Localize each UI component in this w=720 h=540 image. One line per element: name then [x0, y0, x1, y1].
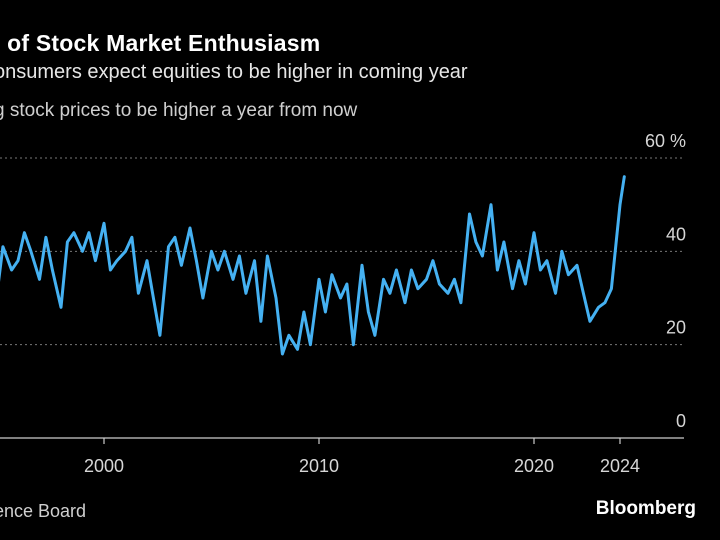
- y-tick-labels: 60 % 40 20 0: [645, 131, 686, 431]
- x-axis: [0, 437, 684, 444]
- y-tick-label: 60 %: [645, 131, 686, 151]
- x-tick-label: 2020: [514, 456, 554, 476]
- series-layer: [0, 175, 626, 356]
- x-tick-label: 2010: [299, 456, 339, 476]
- y-tick-label: 40: [666, 224, 686, 244]
- y-tick-label: 20: [666, 318, 686, 338]
- x-tick-labels: 2000 2010 2020 2024: [84, 456, 640, 476]
- chart-subtitle: onsumers expect equities to be higher in…: [0, 61, 468, 83]
- bloomberg-logo: Bloomberg: [595, 498, 696, 519]
- series-line: [0, 175, 626, 356]
- chart-title: l of Stock Market Enthusiasm: [0, 30, 321, 56]
- x-tick-label: 2000: [84, 456, 124, 476]
- series-label: g stock prices to be higher a year from …: [0, 100, 358, 121]
- source-note: ence Board: [0, 501, 87, 521]
- x-tick-label: 2024: [600, 456, 640, 476]
- grid-lines: [0, 157, 684, 346]
- y-tick-label: 0: [676, 411, 686, 431]
